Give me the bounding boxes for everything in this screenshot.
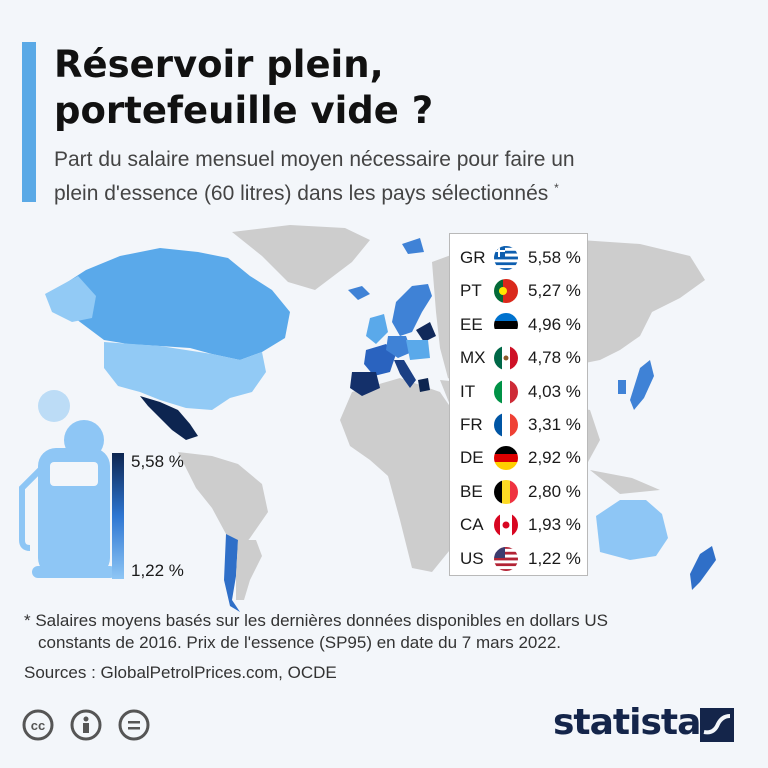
legend-row: US 1,22 % <box>450 543 589 575</box>
attribution-icon <box>70 709 102 741</box>
legend-country-code: EE <box>460 314 483 334</box>
no-derivatives-icon <box>118 709 150 741</box>
country-japan <box>630 360 654 410</box>
country-chile <box>224 534 240 612</box>
legend-row: CA 1,93 % <box>450 509 589 541</box>
country-central-europe <box>406 340 430 360</box>
country-uk <box>366 314 388 344</box>
legend-country-code: PT <box>460 281 482 301</box>
country-usa <box>104 342 266 410</box>
country-legend-table: GR 5,58 % PT 5,27 % EE 4,96 % MX 4,78 % IT 4,03 %… <box>449 233 588 576</box>
legend-country-code: IT <box>460 381 476 401</box>
subtitle-asterisk: * <box>554 181 559 195</box>
cc-icon: cc <box>22 709 54 741</box>
flag-france-icon <box>494 413 518 437</box>
legend-value: 5,27 % <box>528 281 581 301</box>
page-title: Réservoir plein, portefeuille vide ? <box>54 42 433 134</box>
country-argentina <box>236 540 262 600</box>
color-scale-bar <box>112 453 124 579</box>
legend-country-code: US <box>460 548 484 568</box>
flag-mexico-icon <box>494 346 518 371</box>
title-line-2: portefeuille vide ? <box>54 89 434 132</box>
legend-country-code: BE <box>460 481 483 501</box>
legend-country-code: GR <box>460 248 486 267</box>
fuel-pump-icon <box>19 390 116 578</box>
flag-estonia-icon <box>494 312 518 337</box>
legend-row: MX 4,78 % <box>450 342 589 374</box>
legend-row: DE 2,92 % <box>450 442 589 474</box>
svg-text:cc: cc <box>31 718 45 733</box>
country-canada <box>52 248 290 360</box>
flag-germany-icon <box>494 446 518 471</box>
footnote: * Salaires moyens basés sur les dernière… <box>24 610 744 654</box>
legend-row: PT 5,27 % <box>450 275 589 307</box>
legend-row: GR 5,58 % <box>450 242 589 274</box>
legend-value: 1,22 % <box>528 548 581 568</box>
legend-country-code: MX <box>460 348 486 368</box>
flag-usa-icon <box>494 546 518 571</box>
world-map <box>19 225 716 612</box>
legend-value: 5,58 % <box>528 248 581 267</box>
color-scale-max-label: 5,58 % <box>131 452 184 471</box>
legend-country-code: CA <box>460 515 484 535</box>
legend-country-code: DE <box>460 448 484 468</box>
legend-value: 4,96 % <box>528 314 581 334</box>
legend-row: IT 4,03 % <box>450 376 589 408</box>
country-germany-benelux <box>386 336 412 358</box>
country-korea <box>618 380 626 394</box>
flag-canada-icon <box>494 513 518 538</box>
country-svalbard <box>402 238 424 254</box>
flag-portugal-icon <box>494 279 518 304</box>
country-usa-alaska <box>45 276 96 322</box>
country-france <box>364 344 396 376</box>
legend-value: 2,92 % <box>528 448 581 468</box>
legend-value: 4,78 % <box>528 348 581 368</box>
legend-row: EE 4,96 % <box>450 309 589 341</box>
footnote-line-1: * Salaires moyens basés sur les dernière… <box>24 611 608 630</box>
country-new-zealand <box>690 546 716 590</box>
title-line-1: Réservoir plein, <box>54 43 384 86</box>
legend-value: 1,93 % <box>528 515 581 535</box>
color-scale-min-label: 1,22 % <box>131 561 184 580</box>
flag-belgium-icon <box>494 479 518 504</box>
legend-value: 2,80 % <box>528 481 581 501</box>
country-scandinavia <box>392 284 432 336</box>
title-accent-bar <box>22 42 36 202</box>
subtitle: Part du salaire mensuel moyen nécessaire… <box>54 146 744 208</box>
flag-greece-icon <box>494 246 518 270</box>
country-iceland <box>348 286 370 300</box>
country-greece <box>418 378 430 392</box>
legend-row: FR 3,31 % <box>450 409 589 441</box>
subtitle-line-2-text: plein d'essence (60 litres) dans les pay… <box>54 182 549 205</box>
country-iberia <box>350 372 380 396</box>
legend-value: 3,31 % <box>528 415 581 434</box>
country-mexico <box>140 396 198 440</box>
country-italy <box>394 360 416 388</box>
country-finland-baltics <box>416 322 436 342</box>
subtitle-line-2: plein d'essence (60 litres) dans les pay… <box>54 174 744 208</box>
brand-name: statista <box>553 702 701 743</box>
legend-country-code: FR <box>460 415 483 434</box>
footnote-line-2: constants de 2016. Prix de l'essence (SP… <box>38 633 562 652</box>
subtitle-line-1: Part du salaire mensuel moyen nécessaire… <box>54 148 575 171</box>
sources: Sources : GlobalPetrolPrices.com, OCDE <box>24 663 337 682</box>
statista-logo-icon <box>700 708 734 742</box>
country-australia <box>596 500 668 560</box>
legend-value: 4,03 % <box>528 381 581 401</box>
legend-row: BE 2,80 % <box>450 476 589 508</box>
flag-italy-icon <box>494 379 518 404</box>
